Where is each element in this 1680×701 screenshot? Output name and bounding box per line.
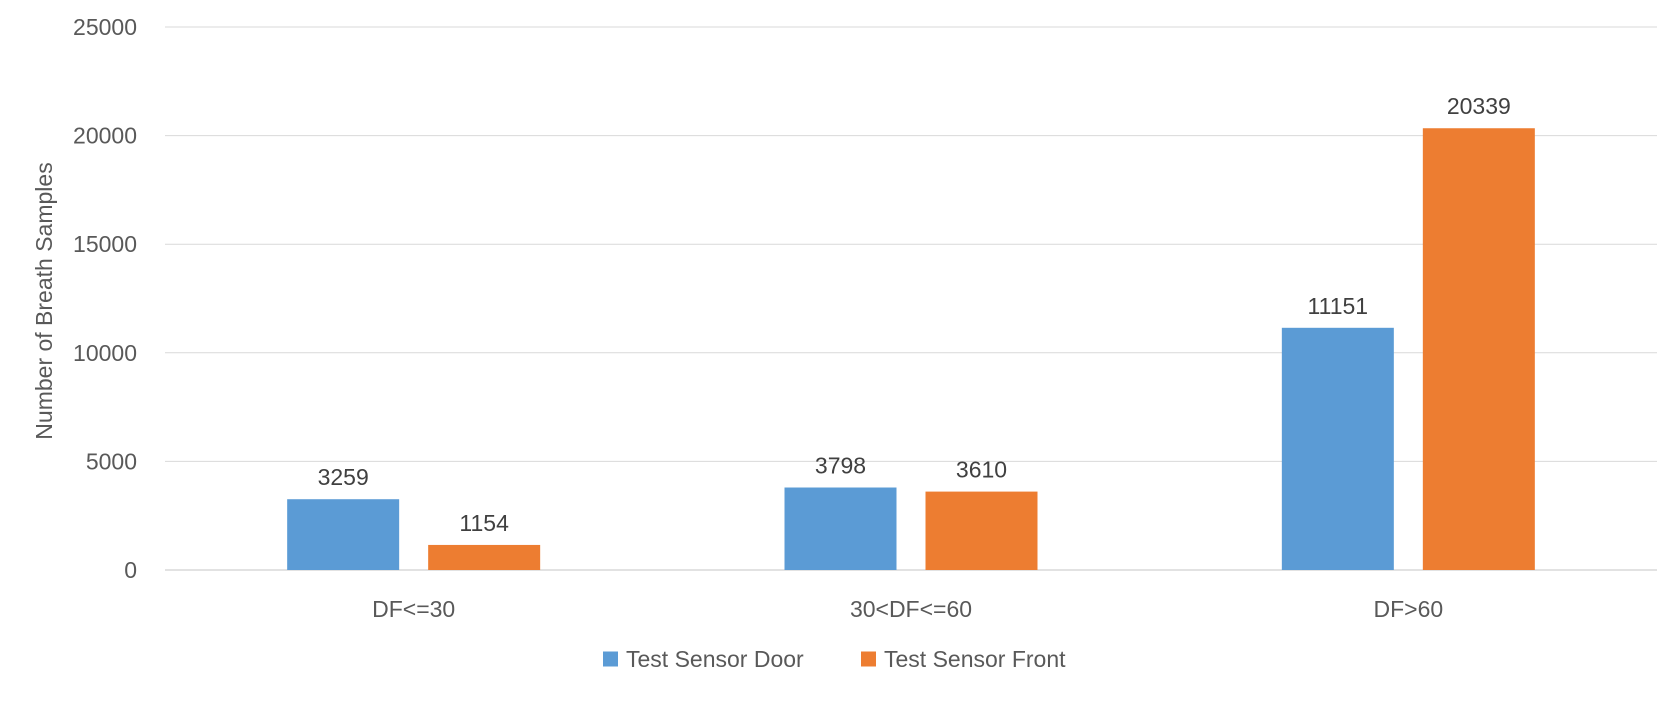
data-label: 11151 (1308, 293, 1369, 319)
y-tick-label: 0 (124, 557, 137, 583)
y-tick-label: 5000 (86, 448, 137, 474)
data-label: 1154 (459, 510, 509, 536)
data-label: 3798 (815, 453, 866, 479)
legend-entry-label: Test Sensor Door (626, 646, 804, 672)
y-axis-title: Number of Breath Samples (31, 162, 57, 439)
bar-test-sensor-door-1 (784, 487, 897, 570)
bars (287, 128, 1535, 570)
x-category-label: DF>60 (1373, 596, 1443, 622)
bar-test-sensor-door-0 (287, 499, 400, 570)
y-tick-label: 20000 (73, 123, 137, 149)
y-tick-label: 10000 (73, 340, 137, 366)
legend-entry-label: Test Sensor Front (884, 646, 1066, 672)
x-category-label: 30<DF<=60 (850, 596, 972, 622)
data-label: 3610 (956, 457, 1007, 483)
y-axis-ticks: 0 5000 10000 15000 20000 25000 (73, 14, 137, 583)
data-labels: 3259 1154 3798 3610 11151 20339 (318, 93, 1511, 536)
data-label: 3259 (318, 464, 369, 490)
x-axis-categories: DF<=30 30<DF<=60 DF>60 (372, 596, 1443, 622)
bar-test-sensor-front-1 (925, 491, 1038, 570)
y-tick-label: 25000 (73, 14, 137, 40)
legend-swatch (861, 651, 876, 667)
data-label: 20339 (1447, 93, 1511, 119)
bar-test-sensor-front-0 (428, 544, 541, 570)
legend: Test Sensor Door Test Sensor Front (603, 646, 1066, 672)
y-tick-label: 15000 (73, 231, 137, 257)
x-category-label: DF<=30 (372, 596, 455, 622)
bar-test-sensor-front-2 (1422, 128, 1535, 570)
legend-swatch (603, 651, 618, 667)
bar-test-sensor-door-2 (1281, 327, 1394, 570)
gridlines (165, 26, 1657, 571)
